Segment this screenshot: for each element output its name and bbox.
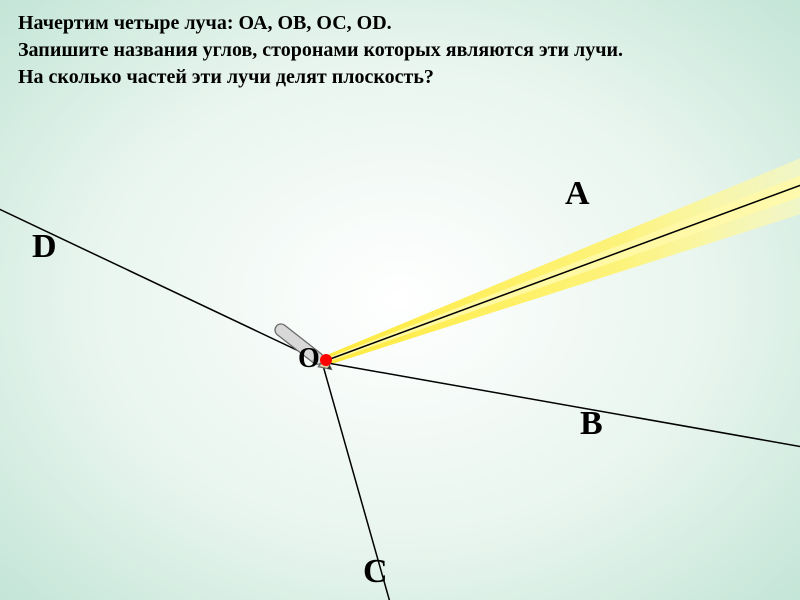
problem-line-2: Запишите названия углов, сторонами котор… xyxy=(18,37,782,64)
ray-OB xyxy=(322,362,800,450)
label-D: D xyxy=(32,228,57,266)
label-B: B xyxy=(580,405,603,443)
ray-OD xyxy=(0,200,322,362)
problem-line-3: На сколько частей эти лучи делят плоскос… xyxy=(18,64,782,91)
label-O: O xyxy=(298,343,320,375)
label-C: C xyxy=(363,553,388,591)
label-A: A xyxy=(565,175,590,213)
problem-text: Начертим четыре луча: ОА, ОВ, ОС, OD. За… xyxy=(18,10,782,91)
problem-line-1: Начертим четыре луча: ОА, ОВ, ОС, OD. xyxy=(18,10,782,37)
point-O xyxy=(320,354,332,366)
